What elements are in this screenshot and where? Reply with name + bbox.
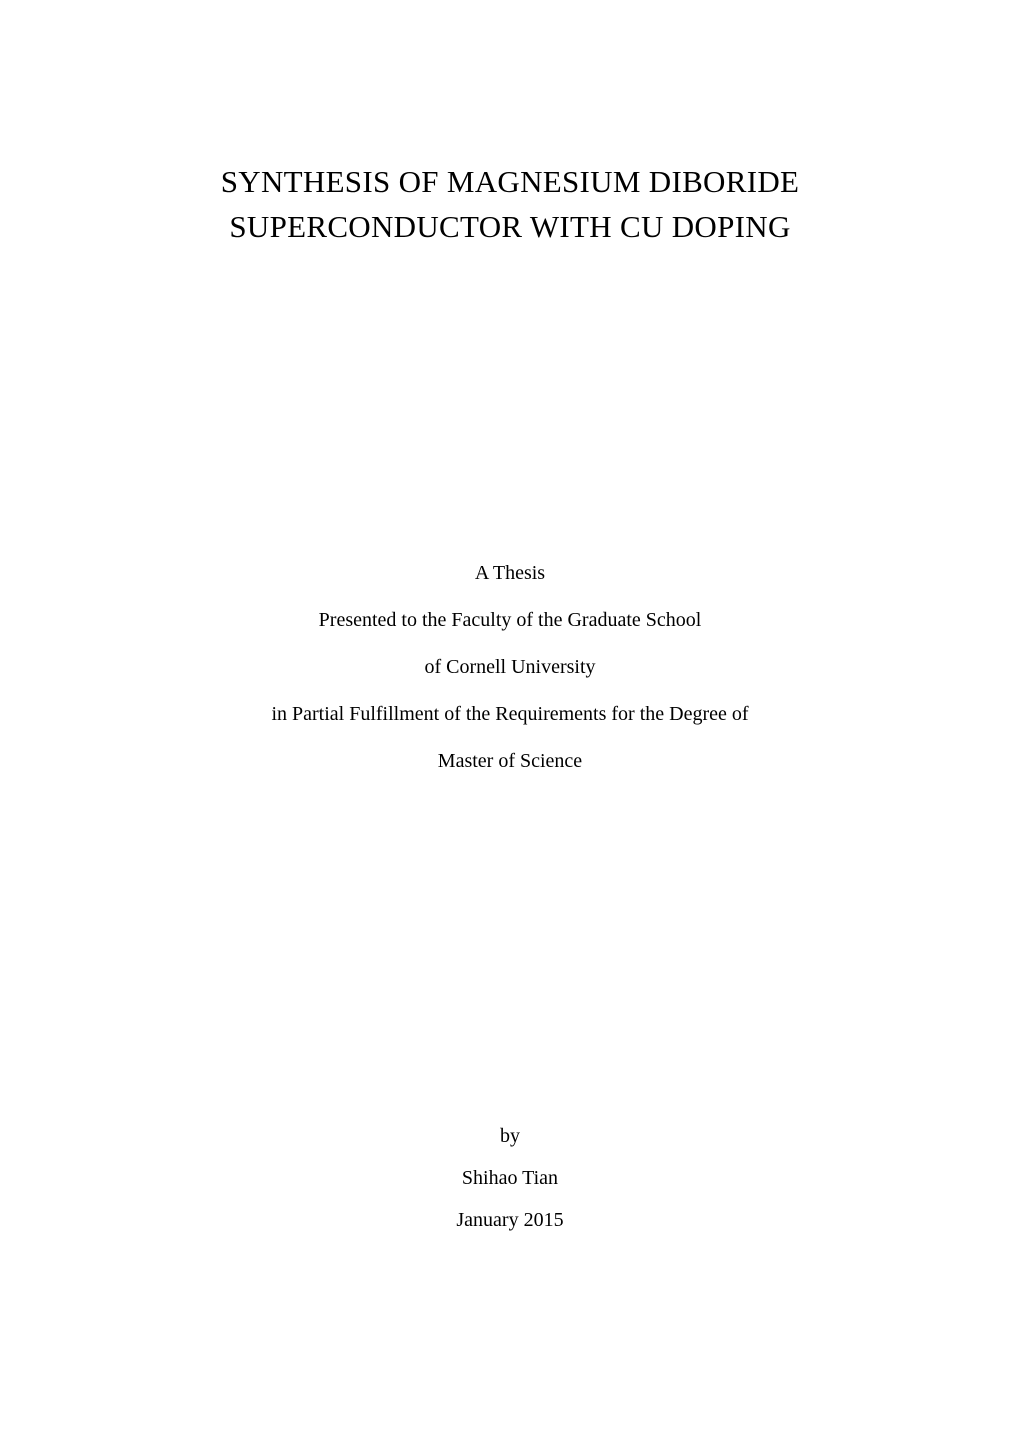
degree: Master of Science	[271, 738, 748, 785]
doc-type: A Thesis	[271, 550, 748, 597]
author-block: by Shihao Tian January 2015	[456, 1115, 563, 1241]
title-line-2: SUPERCONDUCTOR WITH CU DOPING	[221, 205, 800, 250]
title-line-1: SYNTHESIS OF MAGNESIUM DIBORIDE	[221, 160, 800, 205]
presentation-block: A Thesis Presented to the Faculty of the…	[271, 550, 748, 785]
university: of Cornell University	[271, 644, 748, 691]
by-label: by	[456, 1115, 563, 1157]
presented-to: Presented to the Faculty of the Graduate…	[271, 597, 748, 644]
thesis-date: January 2015	[456, 1199, 563, 1241]
title-block: SYNTHESIS OF MAGNESIUM DIBORIDE SUPERCON…	[221, 160, 800, 250]
fulfillment: in Partial Fulfillment of the Requiremen…	[271, 691, 748, 738]
thesis-title-page: SYNTHESIS OF MAGNESIUM DIBORIDE SUPERCON…	[0, 0, 1020, 1442]
author-name: Shihao Tian	[456, 1157, 563, 1199]
